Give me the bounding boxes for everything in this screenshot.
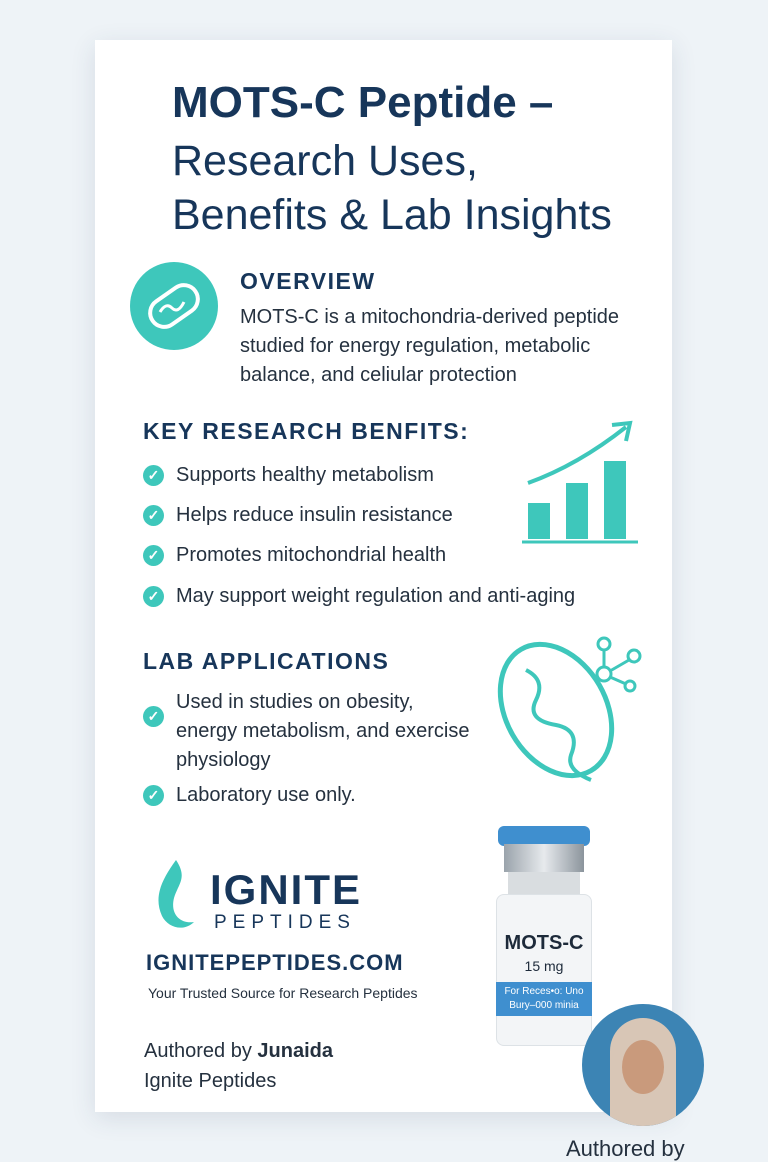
check-circle-icon: ✓: [143, 706, 164, 727]
title-line-1: MOTS-C Peptide –: [172, 78, 554, 127]
check-circle-icon: ✓: [143, 465, 164, 486]
mitochondria-badge-icon: [130, 262, 218, 350]
lab-item: ✓ Laboratory use only.: [143, 781, 356, 810]
check-circle-icon: ✓: [143, 785, 164, 806]
vial-label-dose: 15 mg: [524, 958, 564, 974]
flame-icon: [158, 860, 194, 928]
benefit-item: ✓ Promotes mitochondrial health: [143, 541, 446, 570]
molecule-icon: [595, 636, 642, 693]
brand-sub: PEPTIDES: [214, 912, 356, 933]
overview-text: MOTS-C is a mitochondria-derived peptide…: [240, 303, 619, 390]
vial-band: For Reces•o: Uno Bury–000 minia: [496, 982, 592, 1016]
tagline: Your Trusted Source for Research Peptide…: [148, 985, 418, 1001]
vial-image: MOTS-C 15 mg For Reces•o: Uno Bury–000 mi…: [496, 826, 592, 1048]
benefit-text: Helps reduce insulin resistance: [176, 504, 453, 526]
overview-line: balance, and celiular protection: [240, 364, 517, 386]
lab-line: physiology: [176, 749, 271, 771]
check-circle-icon: ✓: [143, 545, 164, 566]
benefit-item: ✓ May support weight regulation and anti-…: [143, 582, 575, 611]
author-caption: Authored by: [566, 1136, 685, 1161]
benefit-text: Promotes mitochondrial health: [176, 544, 447, 566]
author-org: Ignite Peptides: [144, 1070, 277, 1092]
vial-label-name: MOTS-C: [504, 932, 584, 954]
benefit-item: ✓ Supports healthy metabolism: [143, 461, 434, 490]
benefit-text: May support weight regulation and anti-a…: [176, 585, 576, 607]
mitochondria-outline-icon: [497, 636, 642, 782]
bar-chart-growth-icon: [522, 420, 638, 544]
author-name: Junaida: [257, 1040, 333, 1062]
brand-name: IGNITE: [210, 866, 363, 913]
lab-line: energy metabolism, and exercise: [176, 720, 470, 742]
benefit-item: ✓ Helps reduce insulin resistance: [143, 501, 453, 530]
lab-heading: LAB APPLICATIONS: [143, 648, 390, 674]
title-line-2: Research Uses,: [172, 137, 478, 185]
benefit-text: Supports healthy metabolism: [176, 464, 434, 486]
vial-band-line: For Reces•o: Uno: [504, 986, 584, 997]
overview-line: studied for energy regulation, metabolic: [240, 335, 591, 357]
check-circle-icon: ✓: [143, 505, 164, 526]
lab-item: ✓ Used in studies on obesity, energy meta…: [143, 688, 469, 775]
overview-heading: OVERVIEW: [240, 268, 376, 294]
vial-band-line: Bury–000 minia: [509, 1000, 579, 1011]
author-line: Authored by Junaida: [144, 1040, 333, 1063]
title-line-3: Benefits & Lab Insights: [172, 191, 612, 239]
avatar: [582, 1004, 704, 1126]
lab-item-text: Laboratory use only.: [176, 784, 356, 806]
lab-line: Used in studies on obesity,: [176, 691, 414, 713]
lab-item-text: Used in studies on obesity, energy metabo…: [176, 688, 469, 775]
benefits-heading: KEY RESEARCH BENFITS:: [143, 418, 470, 444]
check-circle-icon: ✓: [143, 586, 164, 607]
overview-line: MOTS-C is a mitochondria-derived peptide: [240, 306, 620, 328]
author-prefix: Authored by: [144, 1040, 258, 1062]
website-link[interactable]: IGNITEPEPTIDES.COM: [146, 950, 404, 975]
